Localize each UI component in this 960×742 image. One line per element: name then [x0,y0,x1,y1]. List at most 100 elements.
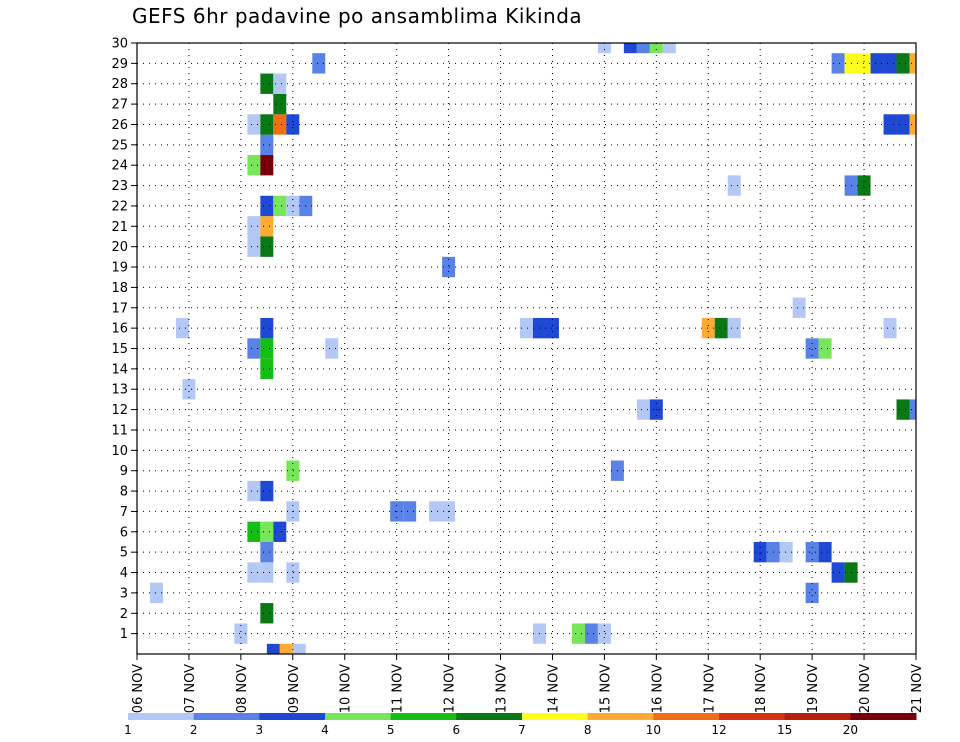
cells-layer [149,43,916,654]
x-tick-label: 15 NOV [598,664,613,713]
colorbar-label: 4 [321,723,329,737]
heatmap-cell [584,623,598,644]
x-axis: 06 NOV 07 NOV 08 NOV 09 NOV 10 NOV 11 NOV 12 N… [131,654,925,713]
heatmap-cell [883,53,897,74]
y-tick-label: 30 [111,37,128,52]
colorbar-label: 6 [453,723,461,737]
x-tick-label: 10 NOV [339,664,354,713]
y-tick-label: 11 [111,423,128,438]
colorbar-label: 12 [711,723,726,737]
heatmap-cell [792,297,806,318]
y-tick-label: 15 [111,342,128,357]
colorbar-label: 10 [646,723,661,737]
heatmap-cell [805,582,819,604]
y-tick-label: 10 [111,444,128,459]
y-tick-label: 17 [111,301,128,316]
heatmap-cell [273,93,287,115]
heatmap-cell [292,643,306,654]
heatmap-cell [260,338,274,359]
x-tick-label: 14 NOV [546,664,561,713]
heatmap-cell [260,521,274,542]
heatmap-cell [883,317,897,339]
heatmap-cell [312,53,326,74]
colorbar-label: 15 [777,723,792,737]
heatmap-cell [909,53,916,74]
y-tick-label: 20 [111,240,128,255]
heatmap-cell [597,43,611,54]
y-tick-label: 23 [111,179,128,194]
colorbar-swatch [784,713,851,720]
colorbar-swatch [456,713,523,720]
x-tick-label: 07 NOV [183,664,198,713]
heatmap-cell [896,114,910,135]
y-tick-label: 29 [111,57,128,72]
x-tick-label: 19 NOV [806,664,821,713]
y-tick-label: 22 [111,199,128,214]
y-tick-label: 21 [111,220,128,235]
heatmap-cell [247,216,261,237]
y-tick-label: 12 [111,403,128,418]
colorbar-swatch [325,713,392,720]
y-tick-label: 28 [111,77,128,92]
y-tick-label: 24 [111,159,128,174]
heatmap-cell [727,317,741,339]
x-tick-label: 12 NOV [443,664,458,713]
heatmap-cell [662,43,676,54]
y-tick-label: 9 [120,464,128,479]
y-tick-label: 18 [111,281,128,296]
heatmap-cell [260,216,274,237]
heatmap-cell [883,114,897,135]
heatmap-cell [649,43,663,54]
x-tick-label: 17 NOV [702,664,717,713]
x-tick-label: 21 NOV [910,664,925,713]
heatmap-cell [247,521,261,542]
heatmap-cell [286,460,300,481]
heatmap-cell [273,195,287,217]
heatmap-cell [636,43,650,54]
heatmap-cell [286,114,300,135]
heatmap-cell [779,541,793,563]
heatmap-cell [727,175,741,196]
heatmap-cell [571,623,585,644]
y-tick-label: 1 [120,627,128,642]
heatmap-cell [266,643,280,654]
y-tick-label: 16 [111,322,128,337]
heatmap-cell [325,338,339,359]
y-tick-label: 26 [111,118,128,133]
x-tick-label: 13 NOV [495,664,510,713]
colorbar-label: 3 [256,723,264,737]
heatmap-cell [545,317,559,339]
y-axis: 1234567891011121314151617181920212223242… [111,37,137,642]
x-tick-label: 20 NOV [858,664,873,713]
colorbar-swatch [850,713,917,720]
colorbar-swatch [128,713,195,720]
colorbar-swatch [587,713,654,720]
heatmap-cell [818,338,832,359]
colorbar-label: 20 [843,723,858,737]
heatmap-cell [260,134,274,156]
heatmap-cell [520,317,533,339]
colorbar-label: 5 [387,723,395,737]
y-tick-label: 5 [120,546,128,561]
heatmap-cell [857,175,871,196]
heatmap-cell [260,195,274,217]
heatmap-cell [597,623,611,644]
heatmap-cell [805,541,819,563]
heatmap-cell [260,358,274,380]
y-tick-label: 19 [111,261,128,276]
y-tick-label: 4 [120,566,128,581]
heatmap-cell [714,317,728,339]
heatmap-cell [175,317,189,339]
colorbar-swatch [193,713,260,720]
y-tick-label: 14 [111,362,128,377]
heatmap-cell [701,317,715,339]
heatmap-cell [429,501,443,522]
y-tick-label: 25 [111,138,128,153]
heatmap-cell [260,155,274,176]
heatmap-cell [753,541,767,563]
y-tick-label: 6 [120,525,128,540]
heatmap-cell [831,562,845,583]
colorbar-label: 1 [124,723,132,737]
colorbar-swatch [390,713,457,720]
heatmap-cell [260,541,274,563]
